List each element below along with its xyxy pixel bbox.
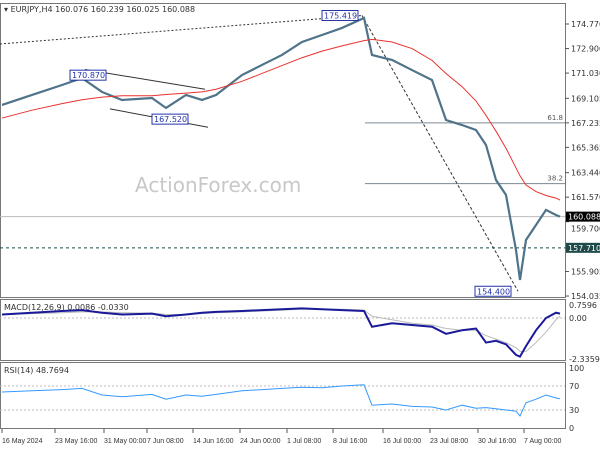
price-label: 154.400 xyxy=(477,287,510,296)
trend-line xyxy=(0,14,363,45)
y-tick-label: 172.900 xyxy=(571,45,600,54)
price-label: 170.870 xyxy=(72,71,105,80)
price-panel xyxy=(0,3,566,298)
macd-title: MACD(12,26,9) 0.0086 -0.0330 xyxy=(4,303,129,312)
fib-label: 38.2 xyxy=(547,175,563,183)
y-tick-label: 165.365 xyxy=(571,143,600,152)
price-label-box xyxy=(151,113,189,125)
x-tick-label: 16 May 2024 xyxy=(2,438,43,445)
price-label: 175.419 xyxy=(324,11,357,20)
current-price-label: 160.088 xyxy=(568,213,600,222)
x-tick-label: 8 Jul 16:00 xyxy=(333,438,367,445)
macd-tick-label: -2.3359 xyxy=(569,355,600,364)
support-tag xyxy=(566,242,600,253)
x-tick-label: 1 Jul 08:00 xyxy=(287,438,321,445)
chart-title: ▾ EURJPY,H4 160.076 160.239 160.025 160.… xyxy=(4,5,195,14)
macd-tick-label: 0.00 xyxy=(569,314,587,323)
y-tick-label: 159.700 xyxy=(571,225,600,234)
x-tick-label: 7 Aug 00:00 xyxy=(524,438,561,445)
price-label-box xyxy=(321,9,359,21)
rsi-line xyxy=(1,384,561,417)
x-tick-label: 23 Jul 08:00 xyxy=(430,438,468,445)
x-tick-label: 7 Jun 08:00 xyxy=(147,438,184,445)
current-price-tag xyxy=(566,211,600,222)
macd-tick-label: 0.7596 xyxy=(569,301,597,310)
rsi-tick-label: 30 xyxy=(569,406,579,415)
y-tick-label: 171.030 xyxy=(571,69,600,78)
y-tick-label: 163.440 xyxy=(571,169,600,178)
rsi-tick-label: 100 xyxy=(569,364,584,373)
rsi-tick-label: 70 xyxy=(569,382,579,391)
rsi-title: RSI(14) 48.7694 xyxy=(4,366,69,375)
price-label-box xyxy=(69,69,107,81)
x-tick-label: 24 Jun 00:00 xyxy=(240,438,281,445)
x-tick-label: 16 Jul 00:00 xyxy=(383,438,421,445)
x-tick-label: 31 May 00:00 xyxy=(104,438,147,445)
watermark: ActionForex.com xyxy=(135,173,301,197)
price-label: 167.520 xyxy=(154,115,187,124)
y-tick-label: 161.570 xyxy=(571,193,600,202)
y-tick-label: 155.905 xyxy=(571,268,600,277)
price-series xyxy=(1,16,561,281)
x-tick-label: 30 Jul 16:00 xyxy=(478,438,516,445)
moving-average xyxy=(1,38,561,201)
y-tick-label: 174.770 xyxy=(571,20,600,29)
rsi-panel xyxy=(0,362,566,429)
y-tick-label: 169.105 xyxy=(571,94,600,103)
y-tick-label: 167.235 xyxy=(571,119,600,128)
rsi-tick-label: 0 xyxy=(569,424,574,433)
y-tick-label: 154.035 xyxy=(571,292,600,301)
macd-line xyxy=(1,307,561,358)
macd-panel xyxy=(0,299,566,361)
fib-trend-line xyxy=(361,15,519,292)
support-label: 157.710 xyxy=(568,244,600,253)
fib-label: 61.8 xyxy=(547,114,563,122)
x-tick-label: 23 May 16:00 xyxy=(55,438,98,445)
price-label-box xyxy=(474,285,512,297)
x-tick-label: 14 Jun 16:00 xyxy=(193,438,234,445)
